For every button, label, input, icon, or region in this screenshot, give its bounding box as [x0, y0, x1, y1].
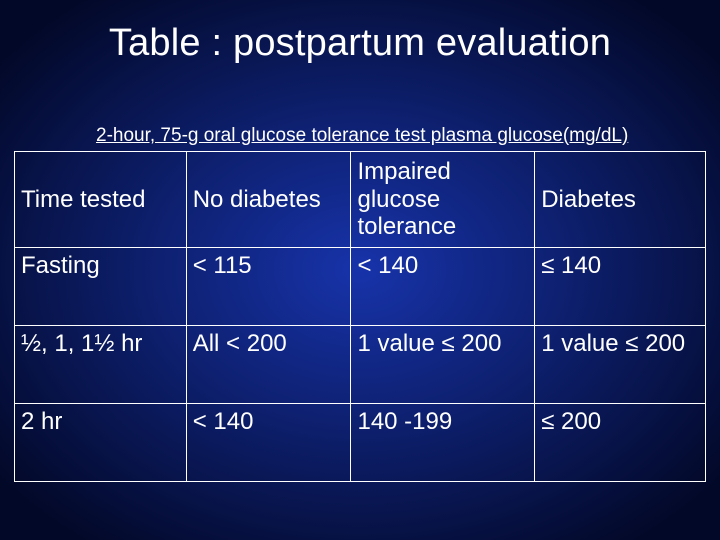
col-header-time: Time tested: [15, 152, 187, 248]
table-header-row: Time tested No diabetes Impaired glucose…: [15, 152, 706, 248]
cell: 140 -199: [351, 404, 535, 482]
cell: 1 value ≤ 200: [535, 326, 706, 404]
table-row: 2 hr < 140 140 -199 ≤ 200: [15, 404, 706, 482]
slide: Table : postpartum evaluation 2-hour, 75…: [0, 0, 720, 540]
cell: 2 hr: [15, 404, 187, 482]
cell: < 140: [351, 248, 535, 326]
table-row: Fasting < 115 < 140 ≤ 140: [15, 248, 706, 326]
cell: ≤ 200: [535, 404, 706, 482]
cell: Fasting: [15, 248, 187, 326]
cell: < 140: [186, 404, 351, 482]
slide-subtitle: 2-hour, 75-g oral glucose tolerance test…: [96, 125, 720, 147]
cell: < 115: [186, 248, 351, 326]
table-row: ½, 1, 1½ hr All < 200 1 value ≤ 200 1 va…: [15, 326, 706, 404]
cell: All < 200: [186, 326, 351, 404]
col-header-diabetes: Diabetes: [535, 152, 706, 248]
slide-title: Table : postpartum evaluation: [0, 0, 720, 65]
glucose-table: Time tested No diabetes Impaired glucose…: [14, 151, 706, 482]
col-header-nodm: No diabetes: [186, 152, 351, 248]
col-header-igt: Impaired glucose tolerance: [351, 152, 535, 248]
cell: 1 value ≤ 200: [351, 326, 535, 404]
cell: ≤ 140: [535, 248, 706, 326]
cell: ½, 1, 1½ hr: [15, 326, 187, 404]
